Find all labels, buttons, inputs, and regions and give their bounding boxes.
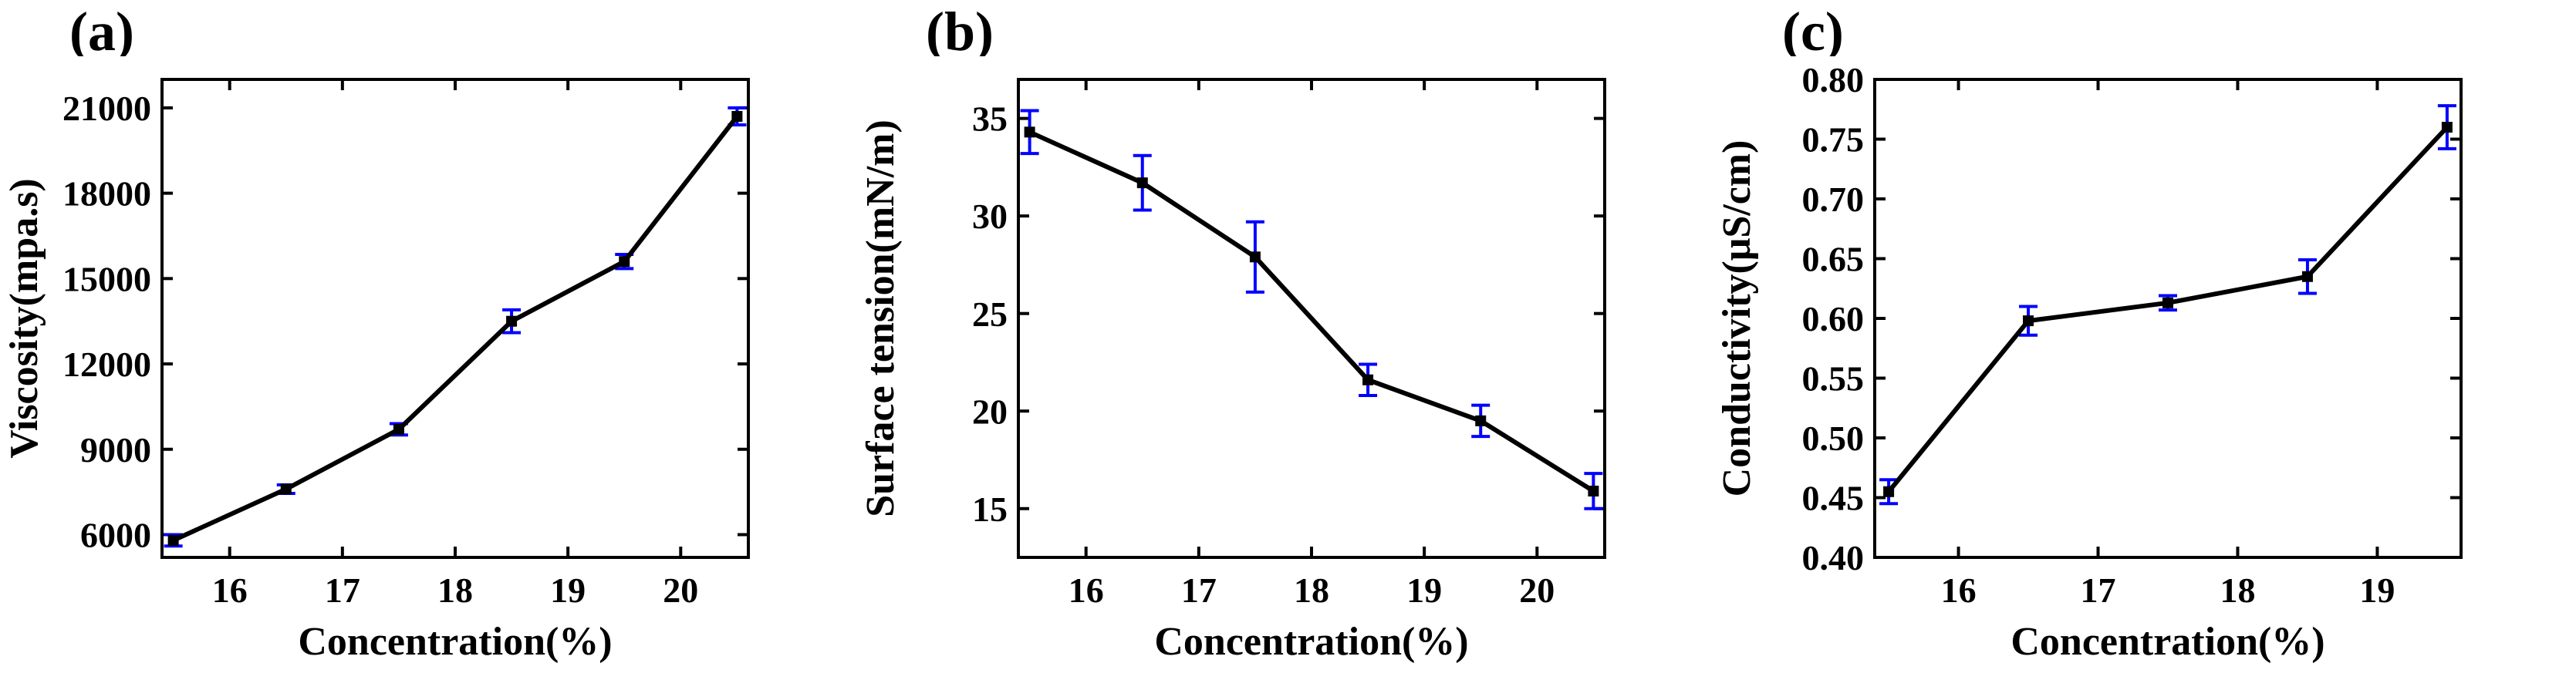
series-marker — [1137, 177, 1148, 188]
series-marker — [1475, 416, 1486, 426]
x-axis-label: Concentration(%) — [2010, 620, 2324, 664]
x-tick-label: 16 — [1941, 571, 1977, 610]
y-tick-label: 15000 — [62, 259, 151, 298]
x-tick-label: 19 — [550, 571, 586, 610]
y-axis-label: Conductivity(μS/cm) — [1715, 140, 1759, 497]
series-marker — [1883, 486, 1894, 497]
series-marker — [1025, 126, 1035, 137]
panel-label-c: (c) — [1782, 0, 1844, 64]
y-tick-label: 9000 — [80, 430, 151, 470]
y-tick-label: 0.70 — [1802, 180, 1865, 219]
x-axis-label: Concentration(%) — [1154, 620, 1468, 664]
y-tick-label: 0.80 — [1802, 60, 1865, 99]
x-axis-label: Concentration(%) — [298, 620, 612, 664]
y-tick-label: 30 — [972, 197, 1008, 236]
series-marker — [506, 316, 517, 327]
series-marker — [393, 424, 404, 435]
y-tick-label: 35 — [972, 99, 1008, 139]
x-tick-label: 17 — [2081, 571, 2116, 610]
x-tick-label: 18 — [1294, 571, 1329, 610]
y-axis-label: Viscosity(mpa.s) — [2, 178, 46, 459]
y-tick-label: 0.65 — [1802, 240, 1865, 279]
x-tick-label: 20 — [663, 571, 698, 610]
series-marker — [731, 111, 742, 122]
x-tick-label: 19 — [2359, 571, 2395, 610]
y-tick-label: 0.50 — [1802, 419, 1865, 458]
series-marker — [1588, 486, 1599, 496]
series-marker — [281, 483, 292, 494]
series-marker — [1250, 251, 1261, 262]
x-tick-label: 17 — [325, 571, 360, 610]
series-marker — [1362, 375, 1373, 385]
y-tick-label: 0.40 — [1802, 538, 1865, 577]
y-tick-label: 18000 — [62, 174, 151, 214]
y-tick-label: 15 — [972, 490, 1008, 529]
x-tick-label: 19 — [1406, 571, 1442, 610]
figure-row: (a) 16 17 18 19 20 6000 9000 12000 15000 18000 2100… — [0, 0, 2576, 690]
panel-label-a: (a) — [69, 0, 134, 64]
x-tick-label: 18 — [437, 571, 473, 610]
chart-c: 16 17 18 19 0.40 0.45 0.50 0.55 0.60 0.65 0.70 0.75… — [1713, 56, 2500, 688]
panel-b: (b) 16 17 18 19 20 15 20 25 30 35 Concentration(%) S… — [856, 0, 1643, 688]
x-tick-label: 18 — [2220, 571, 2255, 610]
y-tick-label: 21000 — [62, 89, 151, 128]
y-tick-label: 0.55 — [1802, 359, 1865, 399]
x-tick-label: 16 — [1069, 571, 1104, 610]
series-marker — [2023, 315, 2034, 326]
y-tick-label: 25 — [972, 295, 1008, 334]
y-axis-label: Surface tension(mN/m) — [859, 119, 903, 517]
panel-label-b: (b) — [926, 0, 994, 64]
panel-a: (a) 16 17 18 19 20 6000 9000 12000 15000 18000 2100… — [0, 0, 787, 688]
series-marker — [619, 256, 630, 267]
series-marker — [2162, 298, 2173, 308]
y-tick-label: 6000 — [80, 516, 151, 555]
chart-b: 16 17 18 19 20 15 20 25 30 35 Concentration(%) Surf… — [856, 56, 1643, 688]
series-marker — [168, 535, 179, 546]
series-marker — [2302, 271, 2313, 282]
x-tick-label: 17 — [1181, 571, 1217, 610]
chart-a: 16 17 18 19 20 6000 9000 12000 15000 18000 21000 Co… — [0, 56, 787, 688]
y-tick-label: 20 — [972, 392, 1008, 431]
x-tick-label: 20 — [1519, 571, 1555, 610]
y-tick-label: 0.60 — [1802, 299, 1865, 338]
x-tick-label: 16 — [212, 571, 248, 610]
y-tick-label: 0.75 — [1802, 120, 1865, 160]
y-tick-label: 0.45 — [1802, 479, 1865, 518]
panel-c: (c) 16 17 18 19 0.40 0.45 0.50 0.55 0.60 0.65 0.70 0… — [1713, 0, 2500, 688]
series-marker — [2442, 122, 2453, 133]
y-tick-label: 12000 — [62, 345, 151, 384]
